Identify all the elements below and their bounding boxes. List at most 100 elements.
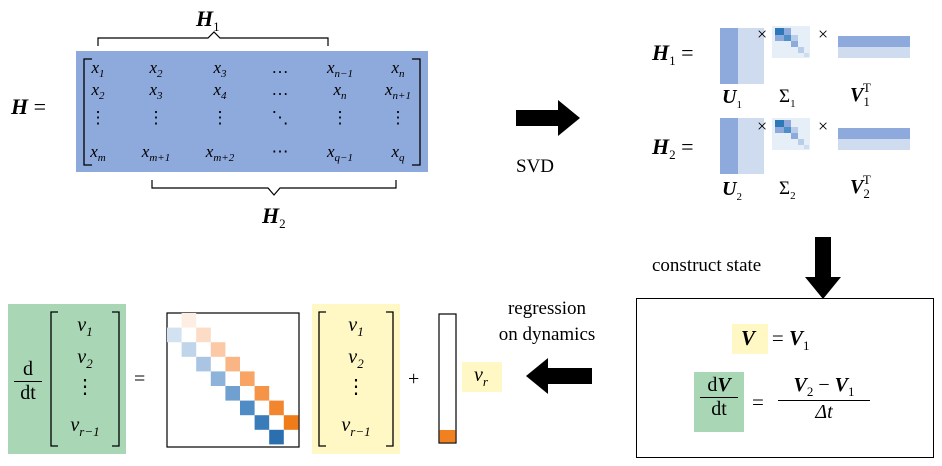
hankel-cell-base: x <box>327 142 335 161</box>
svd-label: SVD <box>516 156 555 177</box>
equals-sign: = <box>134 368 146 390</box>
dynamics-matrix-frame <box>166 312 300 448</box>
dynamics-upper-cell <box>196 327 211 343</box>
hankel-cell: xm+2 <box>192 142 248 164</box>
hankel-cell-sub: m+2 <box>213 152 235 164</box>
dynamics-lower-cell <box>240 400 255 416</box>
lhs-ddt: d dt <box>14 358 42 405</box>
vector-entry-sub: r−1 <box>79 424 100 439</box>
hankel-cell-base: x <box>327 58 335 77</box>
hankel-cell-base: x <box>90 142 98 161</box>
hankel-cell: x3 <box>128 80 184 102</box>
vector-entry-base: ⋮ <box>75 376 95 398</box>
dynamics-upper-cell <box>269 400 284 416</box>
vector-entry: ⋮ <box>312 374 400 399</box>
forcing-term: vr <box>474 364 488 389</box>
h2-v-label: V2T <box>850 172 871 201</box>
hankel-cell: ⋮ <box>70 108 126 128</box>
hankel-cell-base: x <box>91 80 100 99</box>
h2-sigma-label: Σ2 <box>779 178 796 202</box>
vector-entry-sub: 2 <box>86 356 93 371</box>
hankel-cell: x1 <box>70 58 126 80</box>
hankel-cell-base: ⋱ <box>271 108 289 127</box>
state-dvdt: dV dt <box>694 374 744 421</box>
dynamics-matrix <box>166 312 300 448</box>
hankel-cell-sub: 1 <box>99 68 105 80</box>
vector-entry: v2 <box>44 346 126 372</box>
vector-entry-base: v <box>348 314 358 336</box>
forcing-highlight <box>462 362 502 392</box>
hankel-cell: xm <box>70 142 126 164</box>
regression-arrow-icon <box>526 358 592 394</box>
dynamics-lower-cell <box>167 327 182 343</box>
dynamics-upper-cell <box>283 415 299 430</box>
dynamics-lower-cell <box>225 386 240 401</box>
dynamics-lower-cell <box>269 429 284 445</box>
h2-sigma-matrix <box>772 118 810 150</box>
hankel-cell-base: ⋮ <box>389 108 407 127</box>
hankel-cell-base: x <box>149 80 158 99</box>
hankel-cell-sub: m+1 <box>149 152 171 164</box>
hankel-cell: xq−1 <box>312 142 368 164</box>
hankel-cell-base: x <box>391 142 400 161</box>
hankel-cell-base: … <box>271 80 289 99</box>
hankel-cell-base: … <box>271 58 289 77</box>
state-vector-brackets <box>318 311 394 447</box>
hankel-cell: ⋱ <box>252 108 308 128</box>
hankel-cell-sub: q−1 <box>334 152 353 164</box>
h1-times-2: × <box>818 24 829 44</box>
h2-v-matrix <box>838 128 910 150</box>
vector-entry-base: v <box>77 346 87 368</box>
hankel-cell-sub: n <box>399 68 405 80</box>
dynamics-lower-cell <box>181 342 197 357</box>
hankel-cell: x3 <box>192 58 248 80</box>
hankel-cell: … <box>252 80 308 100</box>
hankel-cell-base: ⋮ <box>89 108 107 127</box>
state-eq1: V = V1 <box>741 326 810 353</box>
lhs-highlight <box>8 304 126 454</box>
dynamics-upper-cell <box>254 386 270 401</box>
h1-v-matrix <box>838 36 910 58</box>
hankel-cell-base: x <box>385 80 393 99</box>
hankel-cell: x2 <box>70 80 126 102</box>
state-box <box>636 298 934 458</box>
hankel-cell-base: x <box>333 80 342 99</box>
dynamics-lower-cell <box>196 356 211 372</box>
hankel-cell-base: x <box>213 80 222 99</box>
hankel-cell-base: x <box>91 58 100 77</box>
h1-u-matrix <box>720 28 764 84</box>
state-eq2-rhs: V2 − V1 Δt <box>778 374 870 424</box>
hankel-cell: ⋮ <box>370 108 426 128</box>
h2-u-matrix <box>720 118 764 174</box>
hankel-cell-sub: n <box>341 90 347 102</box>
vector-entry-base: v <box>341 414 351 436</box>
top-brace <box>97 31 329 46</box>
hankel-cell-sub: n+1 <box>392 90 411 102</box>
dynamics-upper-cell <box>225 356 240 372</box>
hankel-label: H = <box>11 94 47 119</box>
forcing-vector <box>438 313 457 444</box>
h1-sigma-matrix <box>772 26 810 58</box>
vector-entry-base: v <box>348 346 358 368</box>
vector-entry-sub: 1 <box>86 324 93 339</box>
dynamics-lower-cell <box>210 371 226 386</box>
hankel-cell: ⋯ <box>252 142 308 162</box>
hankel-cell-sub: 3 <box>221 68 227 80</box>
vector-entry: ⋮ <box>44 374 126 399</box>
hankel-cell: xm+1 <box>128 142 184 164</box>
construct-state-arrow-icon <box>805 237 841 299</box>
hankel-cell: xn+1 <box>370 80 426 102</box>
hankel-cell-base: ⋮ <box>211 108 229 127</box>
vector-entry-base: ⋮ <box>346 376 366 398</box>
h1-u-label: U1 <box>722 86 742 111</box>
bottom-brace <box>151 180 397 196</box>
vector-entry: v2 <box>312 346 400 372</box>
dynamics-upper-cell <box>181 313 197 328</box>
hankel-cell-sub: 3 <box>157 90 163 102</box>
h2-u-label: U2 <box>722 178 742 203</box>
hankel-cell-sub: m <box>97 152 106 164</box>
hankel-cell: x4 <box>192 80 248 102</box>
hankel-cell-base: x <box>141 142 150 161</box>
hankel-cell: ⋮ <box>128 108 184 128</box>
h2-lhs: H2 = <box>652 134 694 162</box>
